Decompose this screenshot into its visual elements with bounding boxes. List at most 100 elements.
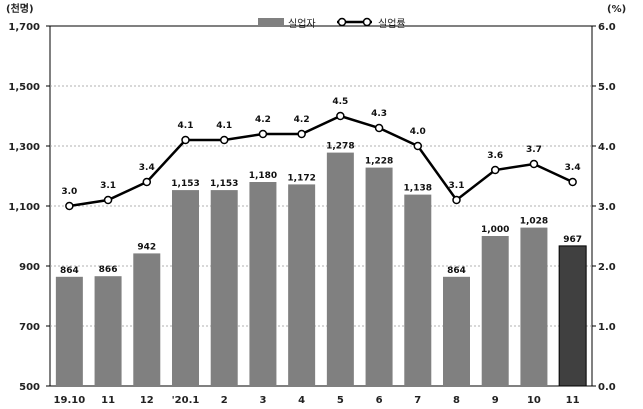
- rate-value-label: 4.2: [294, 115, 310, 125]
- x-tick-label: 4: [298, 395, 305, 406]
- rate-value-label: 3.6: [487, 151, 503, 161]
- bar-value-label: 1,000: [481, 225, 509, 235]
- rate-value-label: 4.1: [216, 121, 232, 131]
- rate-value-label: 4.1: [178, 121, 194, 131]
- x-tick-label: 10: [527, 395, 541, 406]
- legend-line-marker-left: [337, 17, 347, 27]
- bar: [404, 194, 432, 386]
- x-tick-label: 9: [492, 395, 499, 406]
- rate-value-label: 4.2: [255, 115, 271, 125]
- left-tick-label: 700: [19, 322, 40, 333]
- bar-value-label: 1,153: [171, 179, 199, 189]
- bar-value-label: 1,153: [210, 179, 238, 189]
- bar: [94, 276, 122, 386]
- x-tick-label: 7: [414, 395, 421, 406]
- bar: [172, 190, 199, 386]
- bar-value-label: 1,228: [365, 157, 393, 167]
- rate-line: [69, 114, 574, 208]
- left-tick-label: 1,100: [8, 202, 40, 213]
- rate-point: [297, 129, 306, 139]
- bar-value-label: 942: [137, 242, 156, 252]
- x-tick-label: 11: [101, 395, 115, 406]
- rate-point: [181, 135, 190, 145]
- rate-point: [219, 135, 229, 145]
- bar: [326, 152, 354, 386]
- legend-line-label: 실업률: [378, 17, 406, 30]
- right-tick-label: 4.0: [598, 142, 616, 153]
- rate-value-label: 4.0: [410, 127, 426, 137]
- bar: [481, 236, 509, 386]
- legend-bar-swatch: [258, 18, 284, 27]
- bar: [133, 253, 161, 386]
- x-tick-label: 2: [221, 395, 228, 406]
- x-tick-label: 19.10: [54, 395, 86, 406]
- rate-value-label: 3.1: [100, 181, 116, 191]
- bar: [558, 245, 587, 387]
- legend-line-marker-right: [362, 17, 372, 27]
- right-tick-label: 2.0: [598, 262, 616, 273]
- bar-value-label: 1,180: [249, 171, 277, 181]
- rate-point: [103, 195, 113, 205]
- line-value-labels: 3.0 3.1 3.4 4.1 4.1 4.2 4.2 4.5 4.3 4.0 3.1 3.6 3.7 3…: [61, 97, 580, 197]
- right-tick-label: 3.0: [598, 202, 616, 213]
- bar-value-label: 866: [99, 265, 118, 275]
- rate-value-label: 4.3: [371, 109, 387, 119]
- bar-value-label: 1,172: [287, 173, 315, 183]
- legend: 실업자 실업률: [258, 17, 406, 30]
- left-tick-label: 1,700: [8, 22, 40, 33]
- bar: [365, 167, 393, 386]
- right-tick-label: 0.0: [598, 382, 616, 393]
- rate-point: [336, 111, 345, 121]
- legend-bar-label: 실업자: [288, 17, 316, 30]
- rate-value-label: 3.4: [565, 163, 581, 173]
- left-tick-label: 900: [19, 262, 40, 273]
- right-axis-unit: (%): [607, 4, 626, 15]
- bar: [249, 182, 277, 386]
- rate-point: [413, 141, 423, 151]
- bar-series: [55, 152, 587, 387]
- right-tick-label: 6.0: [598, 22, 616, 33]
- rate-point: [258, 129, 268, 139]
- bar-value-label: 864: [447, 266, 466, 276]
- bar-value-labels: 864 866 942 1,153 1,153 1,180 1,172 1,278 1,228 1…: [60, 142, 582, 276]
- bar: [55, 276, 83, 386]
- bar: [443, 276, 470, 386]
- right-tick-label: 1.0: [598, 322, 616, 333]
- bar: [210, 190, 238, 386]
- left-tick-label: 500: [19, 382, 40, 393]
- right-tick-label: 5.0: [598, 82, 616, 93]
- rate-point: [490, 165, 500, 175]
- x-tick-label: 12: [140, 395, 154, 406]
- bar-value-label: 1,028: [520, 217, 548, 227]
- line-series: [65, 111, 577, 211]
- bar-value-label: 967: [563, 235, 582, 245]
- x-tick-label: 3: [259, 395, 266, 406]
- x-axis-ticks: 19.10 11 12 '20.1 2 3 4 5 6 7 8 9 10 11: [54, 395, 580, 406]
- rate-point: [529, 159, 539, 169]
- left-tick-label: 1,500: [8, 82, 40, 93]
- bar: [288, 184, 316, 386]
- right-axis-ticks: 0.0 1.0 2.0 3.0 4.0 5.0 6.0: [598, 22, 616, 393]
- rate-value-label: 4.5: [332, 97, 348, 107]
- bar-value-label: 1,138: [404, 184, 432, 194]
- rate-value-label: 3.0: [61, 187, 77, 197]
- rate-point: [65, 201, 74, 211]
- x-tick-label: 11: [566, 395, 580, 406]
- left-tick-label: 1,300: [8, 142, 40, 153]
- left-axis-ticks: 500 700 900 1,100 1,300 1,500 1,700: [8, 22, 40, 393]
- rate-value-label: 3.7: [526, 145, 542, 155]
- bar-value-label: 1,278: [326, 142, 354, 152]
- rate-point: [374, 123, 384, 133]
- left-axis-unit: (천명): [6, 2, 34, 15]
- rate-value-label: 3.1: [449, 181, 465, 191]
- x-tick-label: 8: [453, 395, 460, 406]
- x-tick-label: '20.1: [172, 395, 200, 406]
- bar: [520, 227, 548, 386]
- x-tick-label: 6: [376, 395, 383, 406]
- rate-value-label: 3.4: [139, 163, 155, 173]
- rate-point: [142, 177, 152, 187]
- gridlines: [46, 25, 596, 387]
- rate-point: [452, 195, 461, 205]
- bar-value-label: 864: [60, 266, 79, 276]
